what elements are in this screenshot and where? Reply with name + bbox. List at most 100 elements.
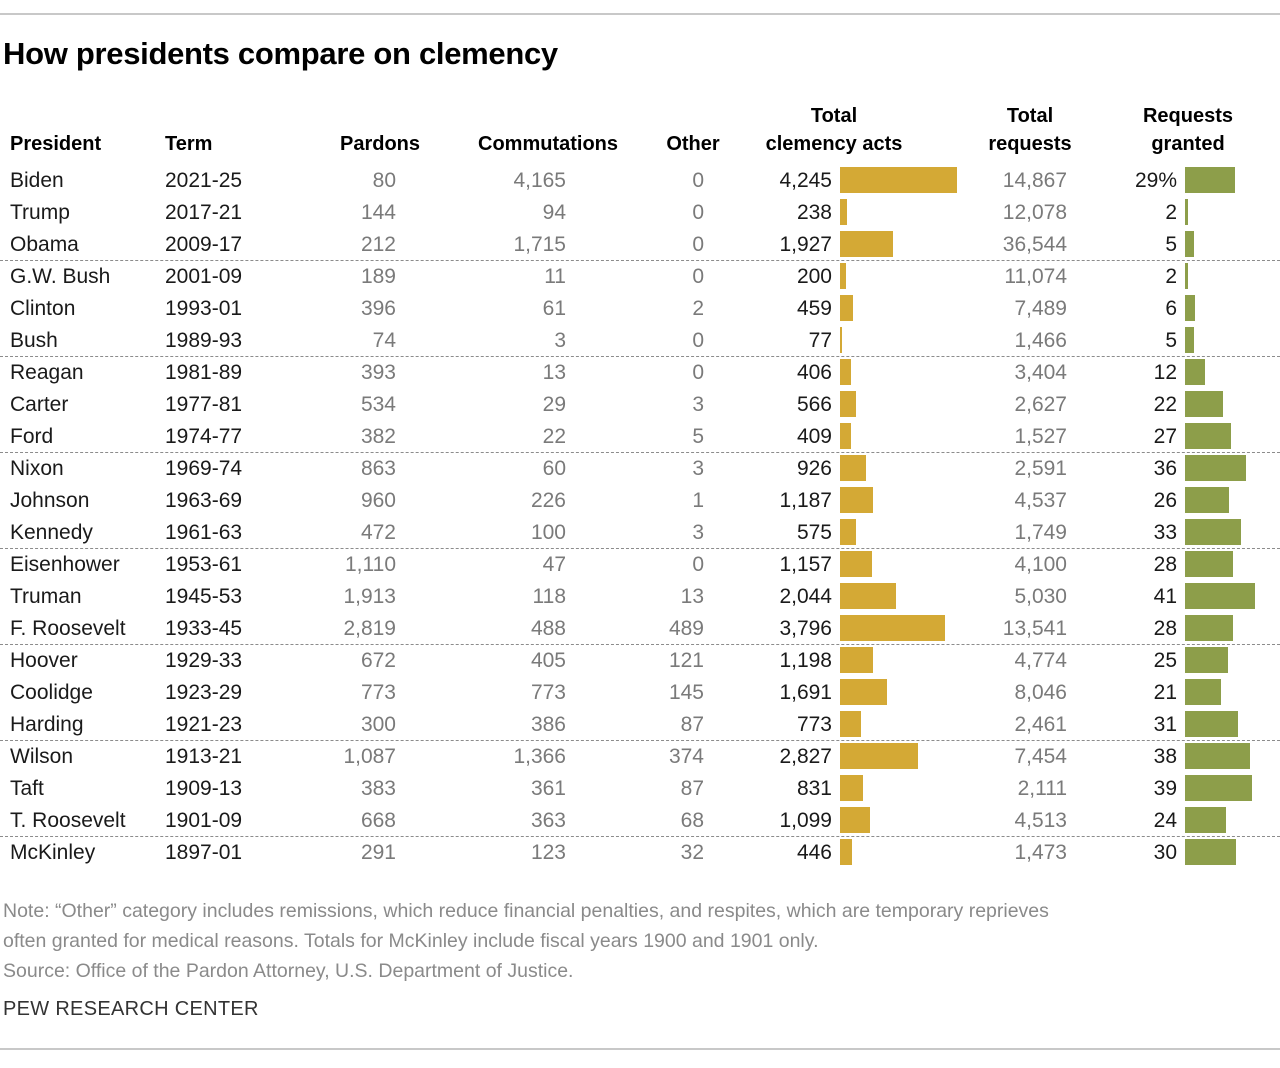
requests-granted-bar (1185, 519, 1242, 545)
header-granted-line2: granted (1151, 133, 1225, 155)
requests-granted-value: 30 (1153, 841, 1177, 864)
group-separator (0, 452, 1280, 453)
term-years: 1981-89 (165, 361, 243, 384)
commutations-value: 61 (542, 297, 566, 320)
term-years: 2009-17 (165, 233, 243, 256)
requests-granted-value: 31 (1153, 713, 1177, 736)
header-commutations: Commutations (478, 133, 618, 155)
header-granted-line1: Requests (1142, 105, 1234, 127)
president-name: Johnson (10, 489, 90, 512)
pardons-value: 300 (360, 713, 396, 736)
term-years: 1963-69 (165, 489, 243, 512)
requests-granted-value: 41 (1153, 585, 1177, 608)
requests-granted-value: 33 (1153, 521, 1177, 544)
header-total-requests-line1: Total (1006, 105, 1054, 127)
term-years: 1897-01 (165, 841, 243, 864)
header-total-acts-line2: clemency acts (765, 133, 903, 155)
total-acts-value: 4,245 (779, 169, 832, 192)
pardons-value: 668 (360, 809, 396, 832)
requests-granted-bar (1185, 679, 1221, 705)
total-acts-value: 566 (796, 393, 832, 416)
group-separator (0, 644, 1280, 645)
other-value: 0 (692, 169, 704, 192)
total-acts-bar (840, 551, 872, 577)
total-acts-bar (840, 647, 874, 673)
requests-granted-bar (1185, 583, 1255, 609)
president-name: Taft (10, 777, 44, 800)
president-name: Bush (10, 329, 58, 352)
president-name: Kennedy (10, 521, 93, 544)
commutations-value: 123 (530, 841, 566, 864)
pardons-value: 396 (360, 297, 396, 320)
term-years: 1974-77 (165, 425, 243, 448)
president-name: Harding (10, 713, 84, 736)
footer-notes: Note: “Other” category includes remissio… (3, 896, 1049, 986)
table-row: T. Roosevelt 1901-09 668 363 68 1,099 4,513 24 (0, 806, 1280, 838)
pardons-value: 212 (360, 233, 396, 256)
total-requests-value: 4,537 (1014, 489, 1067, 512)
total-requests-value: 2,627 (1014, 393, 1067, 416)
total-acts-value: 3,796 (779, 617, 832, 640)
president-name: Obama (10, 233, 79, 256)
pardons-value: 383 (360, 777, 396, 800)
group-separator (0, 548, 1280, 549)
total-acts-bar (840, 263, 846, 289)
header-requests-granted: Requests granted (1122, 102, 1254, 158)
total-requests-value: 4,100 (1014, 553, 1067, 576)
president-name: Hoover (10, 649, 78, 672)
term-years: 1993-01 (165, 297, 243, 320)
total-acts-value: 575 (796, 521, 832, 544)
total-acts-value: 2,827 (779, 745, 832, 768)
header-president: President (10, 133, 102, 155)
other-value: 68 (680, 809, 704, 832)
header-total-requests: Total requests (968, 102, 1092, 158)
other-value: 374 (668, 745, 704, 768)
total-requests-value: 8,046 (1014, 681, 1067, 704)
pardons-value: 291 (360, 841, 396, 864)
requests-granted-value: 28 (1153, 553, 1177, 576)
note-line-1: Note: “Other” category includes remissio… (3, 900, 1049, 922)
total-acts-value: 1,187 (779, 489, 832, 512)
term-years: 1913-21 (165, 745, 243, 768)
requests-granted-bar (1185, 231, 1194, 257)
commutations-value: 1,366 (513, 745, 566, 768)
requests-granted-value: 12 (1153, 361, 1177, 384)
term-years: 1929-33 (165, 649, 243, 672)
table-row: Eisenhower 1953-61 1,110 47 0 1,157 4,100 28 (0, 550, 1280, 582)
table-row: Johnson 1963-69 960 226 1 1,187 4,537 26 (0, 486, 1280, 518)
president-name: Coolidge (10, 681, 93, 704)
total-requests-value: 13,541 (1002, 617, 1067, 640)
total-acts-value: 926 (796, 457, 832, 480)
total-acts-bar (840, 295, 853, 321)
other-value: 3 (692, 393, 704, 416)
table-row: F. Roosevelt 1933-45 2,819 488 489 3,796 13,54… (0, 614, 1280, 646)
requests-granted-value: 2 (1165, 201, 1177, 224)
total-acts-value: 2,044 (779, 585, 832, 608)
table-row: Ford 1974-77 382 22 5 409 1,527 27 (0, 422, 1280, 454)
commutations-value: 3 (554, 329, 566, 352)
commutations-value: 488 (530, 617, 566, 640)
president-name: Ford (10, 425, 54, 448)
total-requests-value: 3,404 (1014, 361, 1067, 384)
requests-granted-value: 22 (1153, 393, 1177, 416)
other-value: 0 (692, 233, 704, 256)
president-name: G.W. Bush (10, 265, 111, 288)
requests-granted-bar (1185, 327, 1194, 353)
president-name: Reagan (10, 361, 84, 384)
table-row: Carter 1977-81 534 29 3 566 2,627 22 (0, 390, 1280, 422)
total-acts-bar (840, 839, 853, 865)
other-value: 5 (692, 425, 704, 448)
total-acts-bar (840, 487, 873, 513)
total-acts-bar (840, 583, 897, 609)
requests-granted-bar (1185, 711, 1238, 737)
president-name: F. Roosevelt (10, 617, 126, 640)
requests-granted-bar (1185, 199, 1189, 225)
other-value: 121 (668, 649, 704, 672)
other-value: 0 (692, 265, 704, 288)
table-row: Clinton 1993-01 396 61 2 459 7,489 6 (0, 294, 1280, 326)
total-acts-value: 406 (796, 361, 832, 384)
president-name: Wilson (10, 745, 74, 768)
total-acts-value: 459 (796, 297, 832, 320)
term-years: 2017-21 (165, 201, 243, 224)
term-years: 1933-45 (165, 617, 243, 640)
